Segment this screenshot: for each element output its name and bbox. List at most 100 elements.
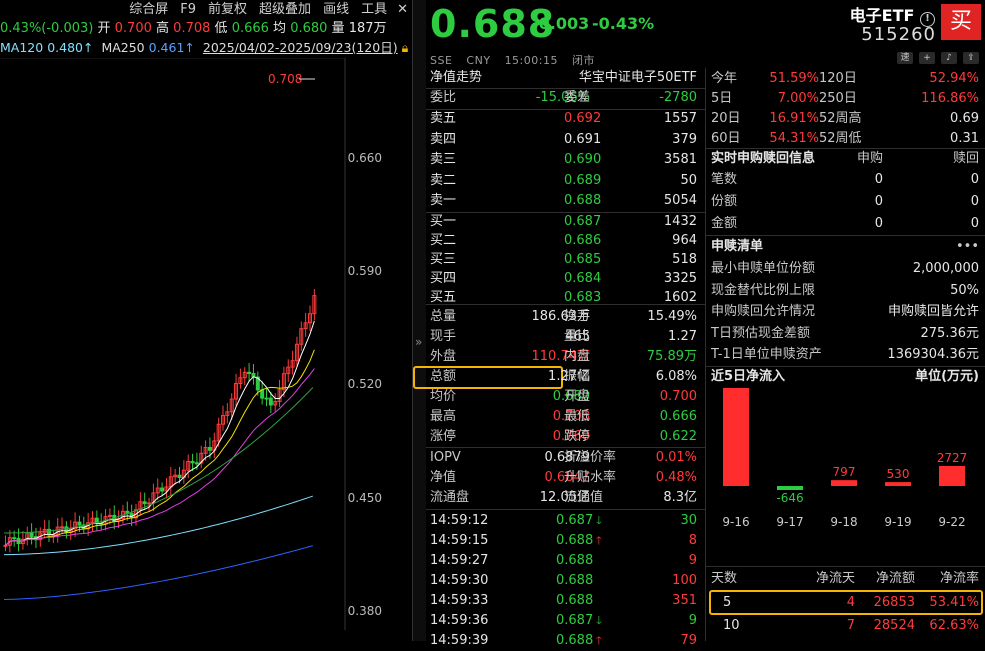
flow-category-label: 9-19 [884, 515, 911, 529]
flow-bar [939, 465, 965, 486]
vol-label: 量 [331, 21, 345, 36]
realtime-row: 金额 0 0 [711, 216, 979, 231]
stat-row: 总额 1.27亿 振幅 6.08% [430, 369, 697, 384]
avg-label: 均 [273, 21, 287, 36]
tool-f9[interactable]: F9 [180, 2, 197, 17]
speed-icon[interactable]: 速 [897, 52, 913, 64]
tick-row: 14:59:27 0.688 9 [430, 553, 697, 568]
exchange: SSE [430, 54, 453, 67]
flow-table-header: 天数 净流天 净流额 净流率 [711, 571, 979, 586]
tool-adjust[interactable]: 前复权 [208, 2, 248, 17]
price-change: -0.003 [532, 14, 590, 33]
date-range[interactable]: 2025/04/02-2025/09/23(120日) [202, 40, 398, 55]
flow-bar [885, 482, 911, 486]
flow-bar-label: 797 [833, 465, 856, 479]
ask-row[interactable]: 卖一 0.688 5054 [430, 193, 697, 208]
flow-bar-label: 2727 [937, 451, 968, 465]
y-label: 0.660 [347, 151, 382, 165]
pct-change: 0.43%(-0.003) [0, 21, 94, 36]
ask-row[interactable]: 卖五 0.692 1557 [430, 111, 697, 126]
realtime-row: 笔数 0 0 [711, 172, 979, 187]
stat-row: 均价 0.680 开盘 0.700 [430, 389, 697, 404]
high-marker: 0.708 [268, 72, 302, 86]
ma20-line [5, 368, 315, 546]
flow-category-label: 9-18 [830, 515, 857, 529]
header-icons: 速 + ♪ ⇪ [891, 50, 979, 64]
buy-button[interactable]: 买 [941, 4, 981, 40]
security-name: 电子ETF ! [850, 2, 935, 27]
creation-row: 最小申赎单位份额 2,000,000 [711, 261, 979, 276]
tick-row: 14:59:36 0.687 🡓 9 [430, 613, 697, 628]
ma-readout: MA120 0.480↑ MA250 0.461↑ 2025/04/02-202… [0, 39, 408, 57]
flow-bar [777, 486, 803, 490]
nav-trend-row[interactable]: 净值走势 华宝中证电子50ETF [430, 70, 697, 85]
creation-row: 现金替代比例上限 50% [711, 282, 979, 298]
bid-row[interactable]: 买三 0.685 518 [430, 252, 697, 267]
add-icon[interactable]: + [919, 52, 935, 64]
expand-icon[interactable]: » [415, 335, 423, 349]
info-icon[interactable]: ! [920, 12, 935, 27]
close-icon[interactable]: ✕ [397, 2, 408, 17]
lock-icon[interactable]: 🔒︎ [401, 40, 409, 55]
more-icon[interactable]: ••• [955, 239, 979, 254]
ohlc-readout: 0.43%(-0.003) 开 0.700 高 0.708 低 0.666 均 … [0, 20, 387, 38]
realtime-row: 份额 0 0 [711, 194, 979, 209]
high-label: 高 [156, 21, 170, 36]
realtime-header: 实时申购赎回信息 申购 赎回 [711, 151, 979, 166]
flow-bar-label: -646 [776, 491, 803, 505]
tick-row: 14:59:15 0.688 🡑 8 [430, 533, 697, 548]
stat-row: 总量 186.63万 换手 15.49% [430, 309, 697, 324]
tool-overview[interactable]: 综合屏 [129, 2, 169, 17]
ask-row[interactable]: 卖二 0.689 50 [430, 172, 697, 188]
ma120-label: MA120 [0, 40, 44, 55]
bid-row[interactable]: 买四 0.684 3325 [430, 271, 697, 286]
tool-tools[interactable]: 工具 [361, 2, 388, 17]
tick-row: 14:59:39 0.688 🡑 79 [430, 633, 697, 648]
creation-row: 申购赎回允许情况 申购赎回皆允许 [711, 304, 979, 319]
y-label: 0.450 [347, 491, 382, 505]
stat-row: 涨停 0.760 跌停 0.622 [430, 429, 697, 444]
tool-overlay[interactable]: 超级叠加 [259, 2, 312, 17]
perf-row: 今年 51.59% 120日 52.94% [711, 71, 979, 86]
highlight-box [413, 366, 563, 389]
iopv-row: IOPV 0.6879 折溢价率 0.01% [430, 450, 697, 465]
creation-row: T-1日单位申赎资产 1369304.36元 [711, 347, 979, 362]
panel-divider[interactable]: » [412, 0, 426, 641]
ask-row[interactable]: 卖四 0.691 379 [430, 131, 697, 147]
down-arrow-icon: 🡓 [596, 514, 602, 527]
tick-row: 14:59:30 0.688 100 [430, 573, 697, 588]
iopv-row: 流通盘 12.05亿 流通值 8.3亿 [430, 490, 697, 505]
weibi-row: 委比 -15.06% 委差 -2780 [430, 90, 697, 105]
bell-icon[interactable]: ♪ [941, 52, 957, 64]
bid-row[interactable]: 买一 0.687 1432 [430, 214, 697, 229]
ma10-line [5, 349, 315, 546]
stat-row: 最高 0.708 最低 0.666 [430, 409, 697, 424]
fund-info-panel: 实时申购赎回信息 申购 赎回 申赎清单 ••• 近5日净流入 单位(万元) 23… [705, 68, 985, 641]
ma250-label: MA250 [101, 40, 145, 55]
open-value: 0.700 [114, 21, 152, 36]
market-meta: SSE CNY 15:00:15 闭市 [430, 52, 605, 68]
flow-bar [723, 388, 749, 486]
flow-table-row[interactable]: 10 7 28524 62.63% [723, 618, 979, 633]
vol-value: 187万 [348, 21, 387, 36]
iopv-row: 净值 0.6847 升贴水率 0.48% [430, 470, 697, 485]
perf-row: 20日 16.91% 52周高 0.69 [711, 111, 979, 126]
flow-bar [831, 480, 857, 486]
creation-row: T日预估现金差额 275.36元 [711, 325, 979, 341]
security-code: 515260 [861, 24, 936, 45]
stat-row: 外盘 110.74万 内盘 75.89万 [430, 349, 697, 364]
perf-row: 60日 54.31% 52周低 0.31 [711, 131, 979, 146]
ma120-value: 0.480↑ [47, 40, 94, 55]
low-value: 0.666 [231, 21, 269, 36]
high-value: 0.708 [173, 21, 211, 36]
tool-draw[interactable]: 画线 [323, 2, 350, 17]
bid-row[interactable]: 买五 0.683 1602 [430, 290, 697, 305]
share-icon[interactable]: ⇪ [963, 52, 979, 64]
ask-row[interactable]: 卖三 0.690 3581 [430, 152, 697, 167]
kline-chart[interactable]: 0.708 [0, 58, 412, 641]
market-status: 闭市 [571, 54, 595, 67]
bid-row[interactable]: 买二 0.686 964 [430, 233, 697, 248]
kline-panel[interactable]: 综合屏 F9 前复权 超级叠加 画线 工具 ✕ 0.43%(-0.003) 开 … [0, 0, 412, 641]
flow-table-row[interactable]: 5 4 26853 53.41% [723, 595, 979, 610]
flow-category-label: 9-22 [938, 515, 965, 529]
